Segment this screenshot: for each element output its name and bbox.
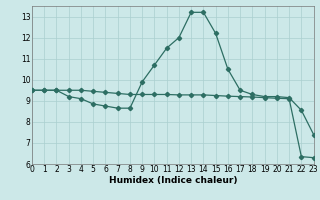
X-axis label: Humidex (Indice chaleur): Humidex (Indice chaleur) [108,176,237,185]
